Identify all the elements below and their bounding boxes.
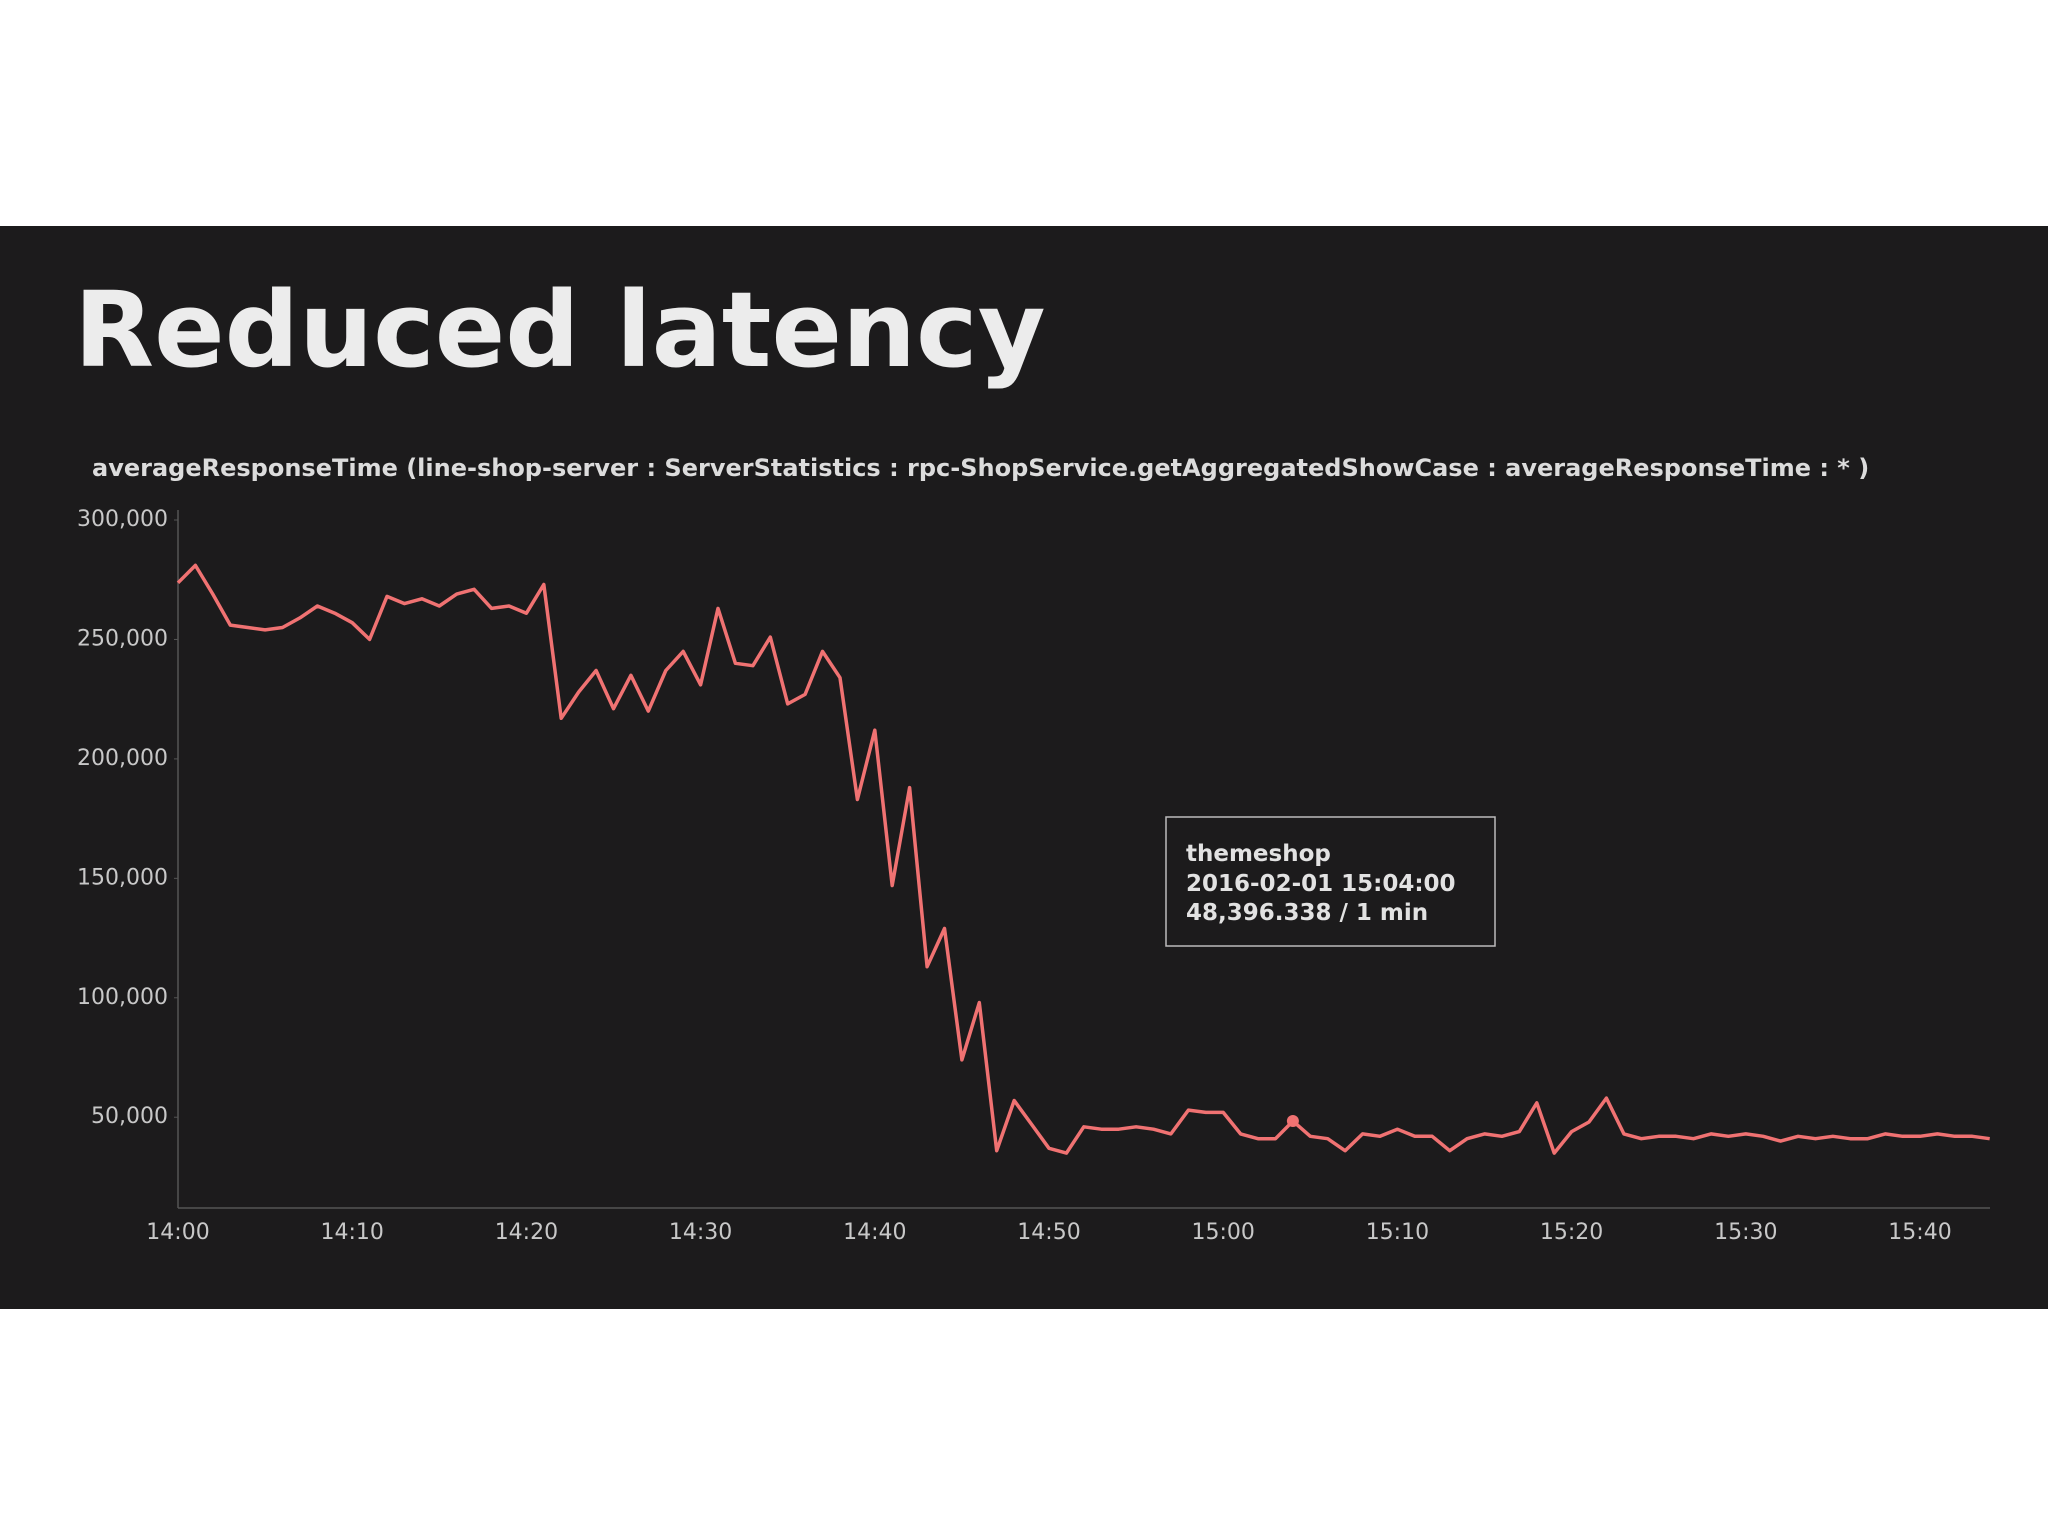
tooltip-value: 48,396.338 / 1 min: [1186, 900, 1428, 926]
tooltip-box: [1165, 816, 1496, 947]
tooltip-series: themeshop: [1186, 841, 1331, 867]
x-tick-label: 14:10: [320, 1220, 383, 1245]
hover-point: [1286, 1115, 1299, 1128]
dark-panel: [0, 226, 2048, 1309]
y-tick-label: 100,000: [77, 985, 168, 1010]
chart-subtitle: averageResponseTime (line-shop-server : …: [92, 454, 1869, 482]
data-line: [176, 563, 1990, 1155]
x-tick-label: 14:20: [495, 1220, 558, 1245]
x-tick-label: 15:40: [1888, 1220, 1951, 1245]
y-tick-label: 50,000: [91, 1104, 168, 1129]
x-tick-label: 15:20: [1540, 1220, 1603, 1245]
y-tick-label: 150,000: [77, 865, 168, 890]
chart-title: Reduced latency: [74, 269, 1046, 391]
x-tick-label: 15:10: [1366, 1220, 1429, 1245]
y-tick-label: 300,000: [77, 507, 168, 532]
x-tick-label: 14:00: [146, 1220, 209, 1245]
x-tick-label: 15:30: [1714, 1220, 1777, 1245]
tooltip-time: 2016-02-01 15:04:00: [1186, 871, 1456, 897]
x-tick-label: 14:40: [843, 1220, 906, 1245]
y-tick-label: 200,000: [77, 746, 168, 771]
x-tick-label: 15:00: [1191, 1220, 1254, 1245]
y-tick-label: 250,000: [77, 626, 168, 651]
x-tick-label: 14:50: [1017, 1220, 1080, 1245]
x-tick-label: 14:30: [669, 1220, 732, 1245]
